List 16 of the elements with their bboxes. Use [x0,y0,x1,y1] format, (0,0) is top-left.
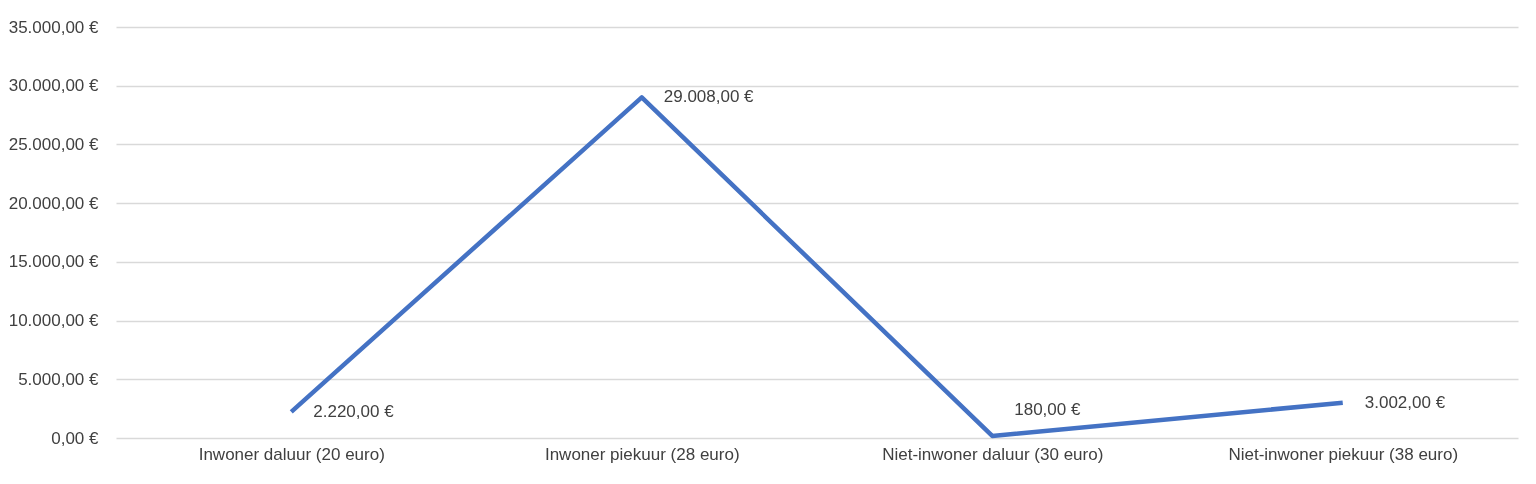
y-tick-label: 15.000,00 € [8,252,100,272]
y-tick-label: 20.000,00 € [8,193,100,213]
data-label: 180,00 € [1014,399,1081,419]
y-tick-label: 30.000,00 € [8,76,100,96]
x-tick-label: Inwoner daluur (20 euro) [198,444,385,464]
data-label: 2.220,00 € [313,401,395,421]
x-tick-label: Niet-inwoner daluur (30 euro) [882,444,1104,464]
y-tick-label: 35.000,00 € [8,17,100,37]
data-label: 3.002,00 € [1364,392,1446,412]
y-tick-label: 25.000,00 € [8,134,100,154]
y-tick-label: 10.000,00 € [8,311,100,331]
y-tick-label: 0,00 € [51,428,100,448]
data-label: 29.008,00 € [663,87,755,107]
y-tick-label: 5.000,00 € [18,369,100,389]
x-tick-label: Niet-inwoner piekuur (38 euro) [1228,444,1459,464]
x-tick-label: Inwoner piekuur (28 euro) [544,444,740,464]
